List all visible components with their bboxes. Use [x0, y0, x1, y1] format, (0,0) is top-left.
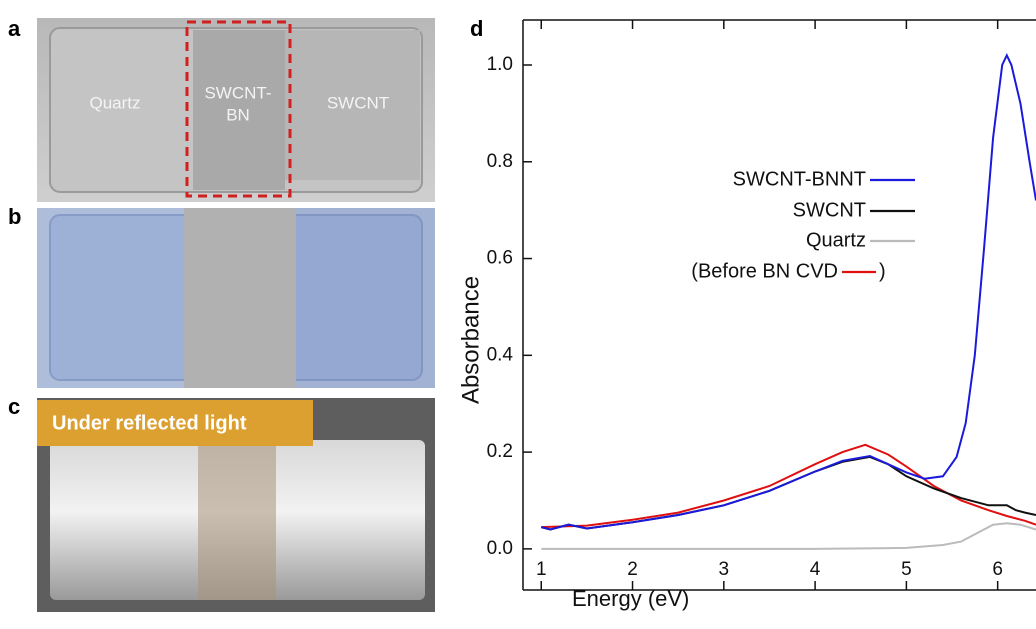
x-tick-label: 3	[719, 559, 730, 580]
photo-label: BN	[226, 105, 250, 124]
y-tick-label: 0.2	[487, 441, 513, 462]
photo-label: Quartz	[89, 93, 140, 112]
photo-b	[37, 208, 435, 388]
legend-label: SWCNT	[793, 199, 866, 221]
panel-letter: a	[8, 16, 21, 41]
photo-c: Under reflected light	[37, 398, 435, 612]
y-tick-label: 0.8	[487, 151, 513, 172]
legend-label: SWCNT-BNNT	[733, 168, 866, 190]
data-line	[541, 457, 1036, 530]
photo-label: SWCNT-	[204, 83, 271, 102]
x-tick-label: 2	[627, 559, 638, 580]
x-tick-label: 6	[992, 559, 1003, 580]
y-axis-label: Absorbance	[457, 276, 484, 404]
legend-label: Quartz	[806, 229, 866, 251]
photo-a: Quartz SWCNT- BN SWCNT	[37, 18, 435, 202]
panel-letter: b	[8, 204, 21, 229]
x-tick-label: 4	[810, 559, 821, 580]
x-tick-label: 5	[901, 559, 912, 580]
y-tick-label: 0.4	[487, 344, 514, 365]
photo-label: SWCNT	[327, 93, 389, 112]
data-line	[541, 55, 1036, 529]
y-tick-label: 1.0	[487, 54, 513, 75]
x-tick-label: 1	[536, 559, 547, 580]
legend-label: (Before BN CVD	[691, 260, 838, 282]
panel-letter: c	[8, 394, 20, 419]
plot: 1 2 3 4 5 6 0.0 0.2 0.4 0.6 0.8 1.0 SWCNT-BNNT SWCNT Q…	[487, 20, 1036, 590]
data-line	[541, 445, 1036, 527]
legend-label: )	[879, 260, 886, 282]
y-tick-label: 0.6	[487, 248, 513, 269]
photo-banner: Under reflected light	[52, 412, 247, 434]
y-tick-label: 0.0	[487, 538, 513, 559]
data-line	[541, 523, 1036, 549]
figure: Quartz SWCNT- BN SWCNT a b Under reflect…	[0, 0, 1036, 624]
panel-letter: d	[470, 16, 483, 41]
